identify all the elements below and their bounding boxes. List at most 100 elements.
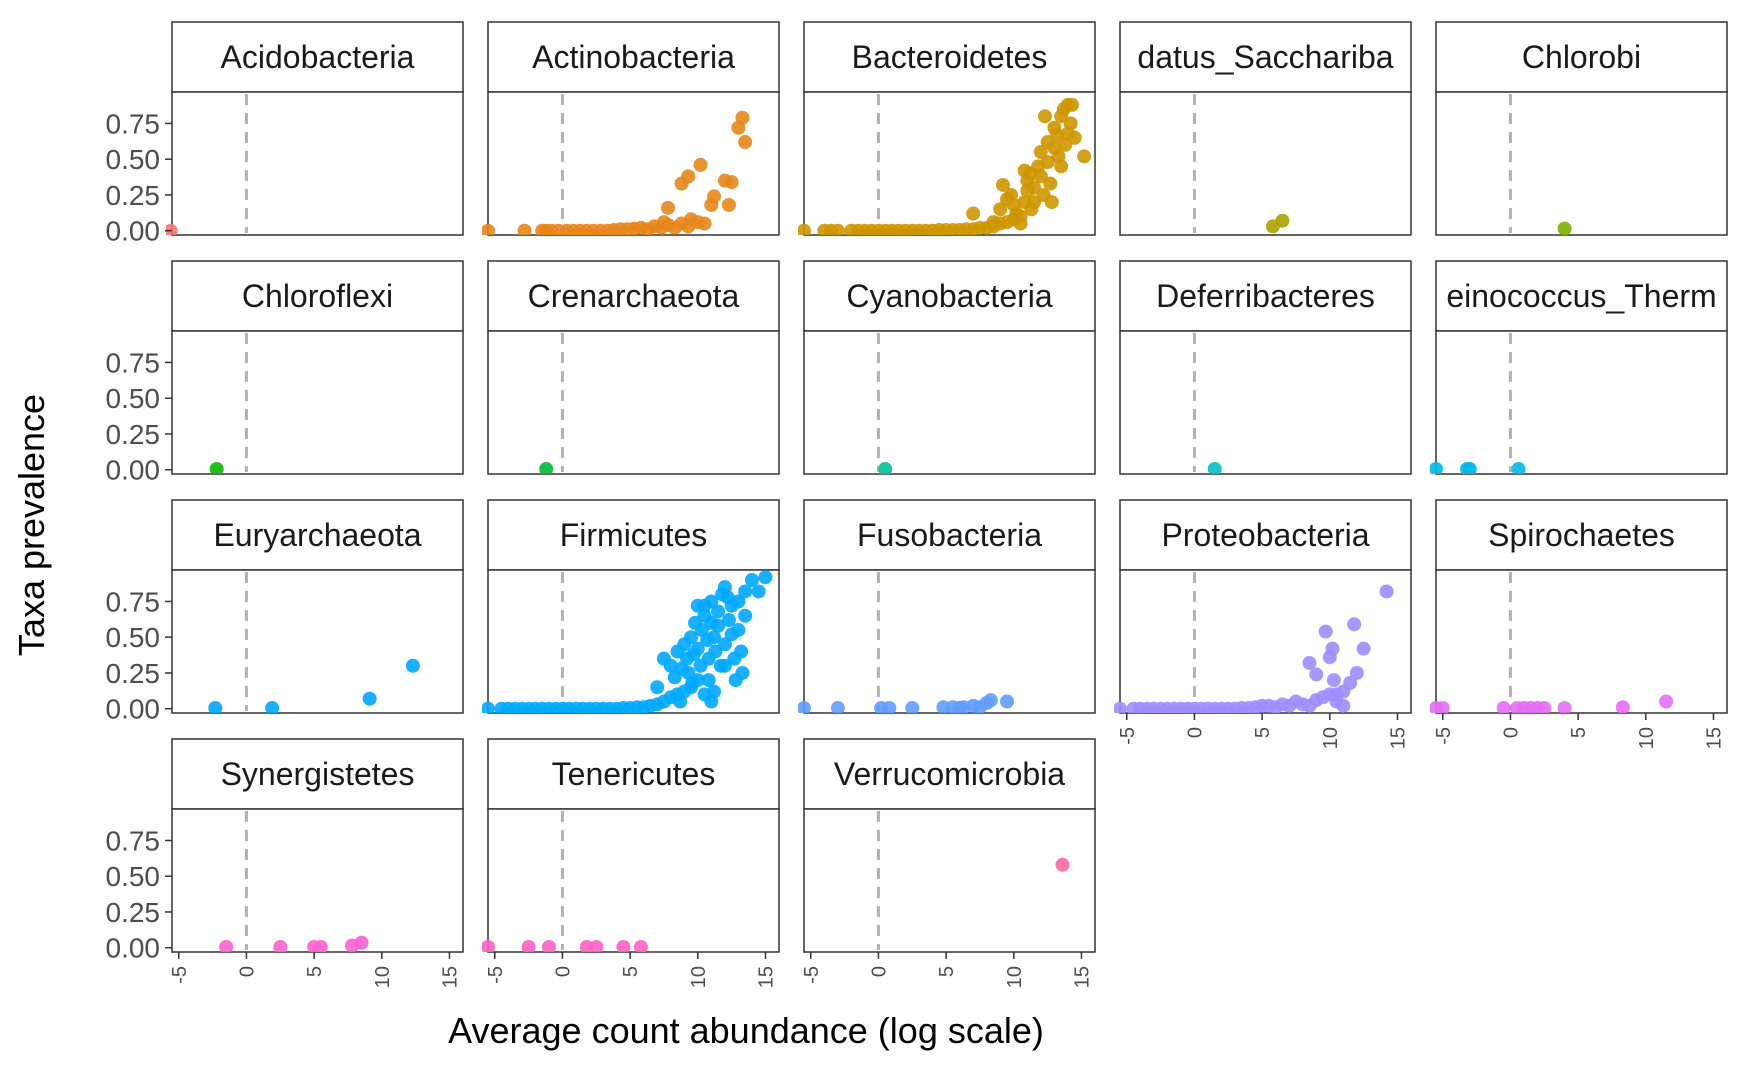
data-point	[738, 584, 753, 599]
facet-plot-area	[487, 808, 780, 953]
data-point	[1511, 461, 1526, 474]
data-point	[721, 197, 736, 212]
y-tick-label: 0.25	[106, 419, 161, 450]
data-point	[589, 939, 604, 952]
facet-strip	[803, 499, 1096, 571]
data-points	[878, 461, 893, 474]
data-point	[208, 700, 223, 713]
data-point	[482, 701, 495, 713]
data-point	[717, 637, 732, 652]
x-tick-label: 0	[236, 966, 258, 977]
data-point	[1302, 655, 1317, 670]
data-point	[738, 135, 753, 150]
facet-panel: Firmicutes	[482, 499, 780, 714]
facet-strip-label: Acidobacteria	[221, 39, 415, 75]
x-tick-label: 0	[1500, 727, 1522, 738]
facet-panel: Proteobacteria -5 0 5 10 15	[1114, 499, 1412, 749]
x-axis-title: Average count abundance (log scale)	[448, 1010, 1044, 1051]
data-point	[209, 461, 224, 474]
data-point	[1000, 694, 1015, 709]
facet-strip	[487, 260, 780, 332]
facet-strip	[171, 499, 464, 571]
data-point	[1033, 145, 1048, 160]
data-point	[697, 216, 712, 231]
data-point	[731, 623, 746, 638]
data-point	[905, 700, 920, 713]
facet-panel: Synergistetes 0.00 0.25 0.50 0.75 -5 0 5 10 15	[106, 738, 464, 988]
y-axis-title: Taxa prevalence	[11, 394, 52, 656]
facet-plot-area	[1119, 330, 1412, 475]
data-point	[1040, 155, 1055, 170]
y-tick-label: 0.25	[106, 897, 161, 928]
facet-strip-label: einococcus_Therm	[1446, 278, 1716, 314]
facet-strip	[803, 21, 1096, 93]
data-point	[1077, 149, 1092, 164]
facet-strip-label: Deferribacteres	[1156, 278, 1375, 314]
x-tick-label: -5	[1433, 727, 1455, 745]
x-tick-label: 15	[439, 966, 461, 988]
data-point	[830, 700, 845, 713]
data-point	[751, 584, 766, 599]
data-point	[166, 223, 178, 235]
x-tick-label: -5	[801, 966, 823, 984]
facet-plot-area	[1435, 91, 1728, 236]
facet-strip	[171, 260, 464, 332]
data-point	[735, 665, 750, 680]
data-points	[798, 693, 1015, 713]
data-point	[685, 675, 700, 690]
facet-strip-label: Chloroflexi	[242, 278, 393, 314]
facet-plot-area	[1119, 569, 1412, 714]
facet-panel: Spirochaetes -5 0 5 10 15	[1430, 499, 1728, 749]
data-point	[1356, 641, 1371, 656]
y-tick-label: 0.75	[106, 586, 161, 617]
facet-strip-label: Bacteroidetes	[852, 39, 1048, 75]
facet-panels: Acidobacteria 0.00 0.25 0.50 0.75 Actinobacte…	[106, 21, 1728, 988]
x-tick-label: -5	[1117, 727, 1139, 745]
data-point	[539, 461, 554, 474]
data-point	[656, 215, 671, 230]
facet-plot-area	[1119, 91, 1412, 236]
data-points	[1430, 694, 1674, 713]
x-tick-label: 10	[688, 966, 710, 988]
facet-strip-label: Firmicutes	[560, 517, 708, 553]
facet-panel: Chloroflexi 0.00 0.25 0.50 0.75	[106, 260, 464, 486]
data-point	[966, 206, 981, 221]
data-point	[1349, 665, 1364, 680]
facet-panel: Euryarchaeota 0.00 0.25 0.50 0.75	[106, 499, 464, 725]
data-points	[482, 110, 753, 235]
x-tick-label: 10	[1320, 727, 1342, 749]
data-points	[219, 935, 369, 952]
data-points	[1430, 461, 1526, 474]
data-point	[1430, 461, 1443, 474]
data-point	[1017, 163, 1032, 178]
data-point	[1013, 216, 1028, 231]
data-point	[690, 641, 705, 656]
facet-plot-area	[1435, 330, 1728, 475]
facet-strip	[487, 499, 780, 571]
data-points	[209, 461, 224, 474]
x-tick-label: -5	[485, 966, 507, 984]
data-point	[693, 157, 708, 172]
data-point	[313, 939, 328, 952]
data-point	[1207, 461, 1222, 474]
y-tick-label: 0.00	[106, 933, 161, 964]
data-point	[1024, 202, 1039, 217]
data-point	[616, 939, 631, 952]
x-tick-label: 0	[1184, 727, 1206, 738]
data-point	[735, 110, 750, 125]
facet-strip	[803, 260, 1096, 332]
facet-panel: Crenarchaeota	[487, 260, 780, 475]
facet-strip	[1119, 499, 1412, 571]
data-point	[1309, 667, 1324, 682]
y-tick-label: 0.00	[106, 694, 161, 725]
facet-plot-area	[487, 330, 780, 475]
y-tick-label: 0.75	[106, 347, 161, 378]
data-point	[707, 189, 722, 204]
data-point	[1435, 700, 1450, 713]
data-point	[724, 175, 739, 190]
facet-panel: Cyanobacteria	[803, 260, 1096, 475]
y-tick-label: 0.50	[106, 622, 161, 653]
data-points	[1557, 221, 1572, 235]
data-point	[684, 212, 699, 227]
